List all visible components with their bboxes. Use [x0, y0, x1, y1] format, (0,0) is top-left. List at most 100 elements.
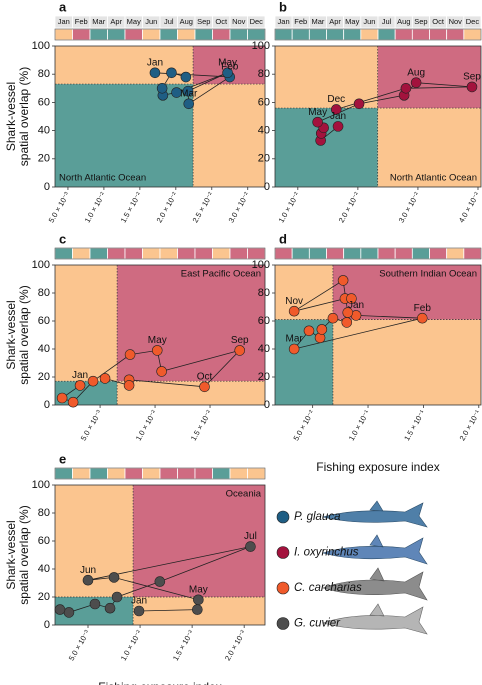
y-tick-label: 40 [38, 343, 50, 355]
y-tick-label: 0 [264, 181, 270, 193]
panel: Jan Feb Mar Apr May Jun Jul Aug Sep Oct Nov Dec a 0 20… [4, 0, 266, 224]
panel: d 0 20 40 60 80 100 5.0 × 10⁻² 1.0 × 10⁻¹ 1.5 × 1… [252, 231, 482, 474]
point [341, 317, 353, 328]
point [193, 594, 204, 606]
month-color-cell [89, 28, 108, 41]
month-color-cell [107, 28, 126, 41]
point [410, 77, 422, 88]
plot-frame [54, 264, 266, 406]
x-tick-label: 1.5 × 10⁻¹ [402, 408, 427, 442]
y-tick-label: 100 [252, 40, 270, 52]
panel-letter: a [59, 0, 67, 14]
region-annotation: North Atlantic Ocean [390, 173, 477, 184]
month-color-cell [89, 467, 108, 480]
quadrant [133, 485, 265, 597]
point [63, 607, 75, 618]
y-axis-label: spatial overlap (%) [17, 505, 31, 604]
plot-frame [54, 484, 266, 626]
trajectory-line [154, 72, 232, 105]
month-color-cell [212, 467, 231, 480]
point [180, 71, 192, 83]
y-tick-label: 20 [38, 371, 50, 383]
quadrant [117, 381, 265, 405]
y-tick-label: 80 [38, 68, 50, 80]
month-color-cell [54, 467, 73, 480]
shark-shape [321, 500, 428, 528]
x-tick-label: 3.0 × 10⁻² [397, 190, 422, 224]
month-label: May [345, 17, 359, 26]
month-label: Nov [449, 17, 463, 26]
point-label: Jul [244, 531, 257, 542]
month-color-cell [247, 467, 266, 480]
month-color-cell [194, 28, 213, 41]
point [133, 605, 145, 617]
month-color-cell [229, 28, 248, 41]
month-color-cell [274, 247, 293, 260]
y-tick-label: 0 [44, 399, 50, 411]
month-color-cell [247, 247, 266, 260]
point-label: Jan [348, 300, 364, 311]
month-label: Jul [164, 17, 174, 26]
point-label: Feb [221, 62, 239, 73]
point [171, 87, 182, 98]
month-color-cell [360, 28, 379, 41]
point [182, 85, 194, 97]
quadrant [55, 485, 134, 597]
panel: Jan Feb Mar Apr May Jun Jul Aug Sep Oct Nov Decb020… [252, 0, 482, 224]
point [67, 396, 79, 408]
y-axis-label: Shark-vessel [4, 520, 18, 589]
point [245, 541, 256, 552]
month-label: Nov [232, 17, 246, 26]
month-color-cell [326, 28, 345, 41]
month-color-cell [212, 28, 231, 41]
quadrant [275, 265, 333, 320]
month-color-cell [247, 28, 266, 41]
shark-shape [322, 567, 428, 601]
month-label: Dec [250, 17, 264, 26]
point [199, 381, 210, 393]
month-color-cell [124, 247, 143, 260]
month-color-cell [274, 28, 293, 41]
month-label: Aug [397, 17, 410, 26]
y-tick-label: 0 [44, 181, 50, 193]
point [466, 81, 478, 93]
point [316, 324, 328, 335]
month-label: May [127, 17, 141, 26]
point-label: Aug [407, 67, 425, 78]
month-color-cell [394, 28, 413, 41]
month-color-cell [377, 247, 396, 260]
y-tick-label: 100 [252, 259, 270, 271]
point [74, 380, 86, 391]
quadrant [55, 46, 194, 85]
x-tick-label: 3.0 × 10⁻² [227, 190, 252, 224]
month-color-cell [360, 247, 379, 260]
point-label: Oct [197, 371, 213, 382]
quadrant [377, 108, 481, 187]
month-color-cell [177, 247, 196, 260]
point-label: May [308, 107, 327, 118]
month-label: Apr [329, 17, 341, 26]
y-tick-label: 60 [38, 96, 50, 108]
x-tick-label: 4.0 × 10⁻² [457, 190, 482, 224]
month-label: Apr [110, 17, 122, 26]
point [234, 345, 246, 356]
month-label: Sep [414, 17, 427, 26]
month-color-cell [308, 247, 327, 260]
month-strip-frame [274, 28, 482, 41]
legend-label: I. oxyrinchus [294, 547, 359, 559]
point-label: Sep [231, 335, 249, 346]
month-color-cell [124, 467, 143, 480]
month-color-cell [142, 28, 161, 41]
quadrant [55, 265, 118, 382]
point [156, 83, 168, 94]
y-axis-label: spatial overlap (%) [17, 285, 31, 384]
plot-frame [274, 264, 482, 406]
x-tick-label: 2.5 × 10⁻² [191, 190, 216, 224]
y-tick-label: 60 [258, 96, 270, 108]
point [346, 293, 357, 304]
y-tick-label: 100 [32, 40, 50, 52]
month-color-cell [142, 247, 161, 260]
point-label: Sep [463, 72, 481, 83]
legend-swatch [276, 546, 290, 559]
